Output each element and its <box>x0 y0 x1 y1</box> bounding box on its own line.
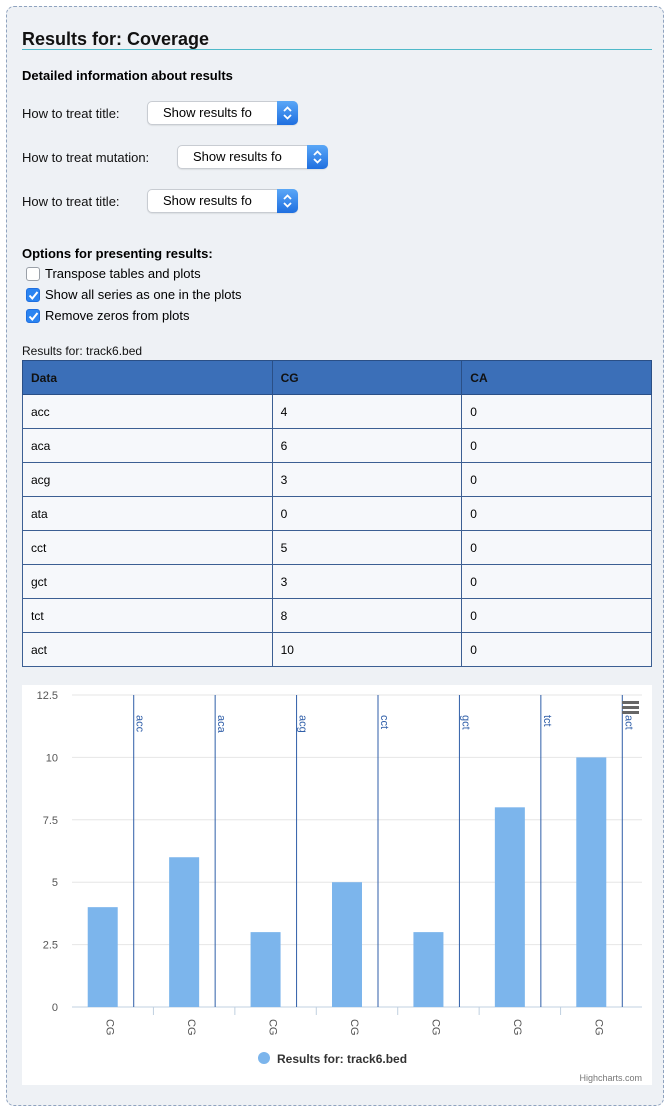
cell-cg: 5 <box>271 530 463 565</box>
bar <box>87 907 118 1007</box>
bar <box>250 932 281 1007</box>
section-subheading: Detailed information about results <box>22 68 233 83</box>
select-value: Show results fo <box>163 105 252 120</box>
group-label: gct <box>459 715 471 730</box>
table-row: acg 3 0 <box>22 462 652 497</box>
results-chart: 0 2.5 5 7.5 10 12.5 acc CG aca CG acg CG cct CG gct CG t… <box>22 685 652 1085</box>
cell-cg: 3 <box>271 564 463 599</box>
series-as-one-checkbox[interactable] <box>26 288 40 302</box>
bar <box>413 932 444 1007</box>
y-tick-label: 2.5 <box>43 940 58 952</box>
cell-cg: 4 <box>271 394 463 429</box>
cell-ca: 0 <box>461 496 652 531</box>
cell-ca: 0 <box>461 530 652 565</box>
x-tick-label: CG <box>348 1019 360 1036</box>
column-header-cg: CG <box>271 360 463 395</box>
select-arrows-icon <box>277 189 298 213</box>
cell-data: tct <box>22 598 273 633</box>
title-underline <box>22 49 652 50</box>
cell-data: acc <box>22 394 273 429</box>
options-heading: Options for presenting results: <box>22 246 213 261</box>
cell-cg: 0 <box>271 496 463 531</box>
cell-data: acg <box>22 462 273 497</box>
table-header-row: Data CG CA <box>22 360 652 395</box>
y-tick-label: 7.5 <box>43 815 58 827</box>
column-header-ca: CA <box>461 360 652 395</box>
select-value: Show results fo <box>163 193 252 208</box>
cell-ca: 0 <box>461 462 652 497</box>
setting-label-title-2: How to treat title: <box>22 194 120 209</box>
cell-cg: 8 <box>271 598 463 633</box>
column-header-data: Data <box>22 360 273 395</box>
cell-cg: 3 <box>271 462 463 497</box>
results-table: Data CG CA acc 4 0 aca 6 0 acg 3 0 ata 0 0 cct 5 0… <box>22 360 652 667</box>
checkmark-icon <box>28 291 39 301</box>
bar <box>494 807 525 1007</box>
table-row: ata 0 0 <box>22 496 652 531</box>
setting-label-title: How to treat title: <box>22 106 120 121</box>
table-row: tct 8 0 <box>22 598 652 633</box>
select-arrows-icon <box>277 101 298 125</box>
group-label: aca <box>215 715 227 734</box>
cell-ca: 0 <box>461 394 652 429</box>
page-title: Results for: Coverage <box>22 29 210 49</box>
group-label: acg <box>297 715 309 733</box>
x-tick-label: CG <box>429 1019 441 1036</box>
select-arrows-icon <box>307 145 328 169</box>
x-tick-label: CG <box>267 1019 279 1036</box>
cell-data: aca <box>22 428 273 463</box>
bar <box>169 857 200 1007</box>
table-row: cct 5 0 <box>22 530 652 565</box>
option-label: Transpose tables and plots <box>45 266 201 281</box>
bar-chart-svg: 0 2.5 5 7.5 10 12.5 acc CG aca CG acg CG cct CG gct CG t… <box>37 690 642 1083</box>
cell-ca: 0 <box>461 598 652 633</box>
y-tick-label: 5 <box>52 877 58 889</box>
group-label: acc <box>134 715 146 733</box>
remove-zeros-checkbox[interactable] <box>26 309 40 323</box>
table-row: acc 4 0 <box>22 394 652 429</box>
table-row: act 10 0 <box>22 632 652 667</box>
option-label: Remove zeros from plots <box>45 308 190 323</box>
title-treatment-select-2[interactable]: Show results fo <box>147 189 298 213</box>
table-caption: Results for: track6.bed <box>22 344 143 358</box>
legend-marker <box>258 1052 270 1064</box>
option-label: Show all series as one in the plots <box>45 287 242 302</box>
chart-credits: Highcharts.com <box>579 1073 642 1083</box>
x-tick-label: CG <box>185 1019 197 1036</box>
mutation-treatment-select[interactable]: Show results fo <box>177 145 328 169</box>
y-tick-label: 0 <box>52 1002 58 1014</box>
setting-label-mutation: How to treat mutation: <box>22 150 150 165</box>
table-row: gct 3 0 <box>22 564 652 599</box>
bar <box>332 882 362 1007</box>
cell-ca: 0 <box>461 632 652 667</box>
cell-cg: 10 <box>271 632 463 667</box>
x-tick-label: CG <box>511 1019 523 1036</box>
cell-ca: 0 <box>461 564 652 599</box>
group-label: cct <box>378 715 390 729</box>
x-tick-label: CG <box>104 1019 116 1036</box>
title-treatment-select[interactable]: Show results fo <box>147 101 298 125</box>
bar <box>576 757 607 1007</box>
cell-data: cct <box>22 530 273 565</box>
y-tick-label: 12.5 <box>37 690 58 702</box>
group-label: tct <box>541 715 553 727</box>
cell-ca: 0 <box>461 428 652 463</box>
cell-data: act <box>22 632 273 667</box>
cell-data: ata <box>22 496 273 531</box>
cell-data: gct <box>22 564 273 599</box>
y-tick-label: 10 <box>46 752 58 764</box>
table-row: aca 6 0 <box>22 428 652 463</box>
checkmark-icon <box>28 312 39 322</box>
chart-menu-icon[interactable] <box>622 701 639 714</box>
group-label: act <box>622 715 634 730</box>
x-tick-label: CG <box>592 1019 604 1036</box>
cell-cg: 6 <box>271 428 463 463</box>
legend-label: Results for: track6.bed <box>277 1052 407 1066</box>
select-value: Show results fo <box>193 149 282 164</box>
transpose-checkbox[interactable] <box>26 267 40 281</box>
